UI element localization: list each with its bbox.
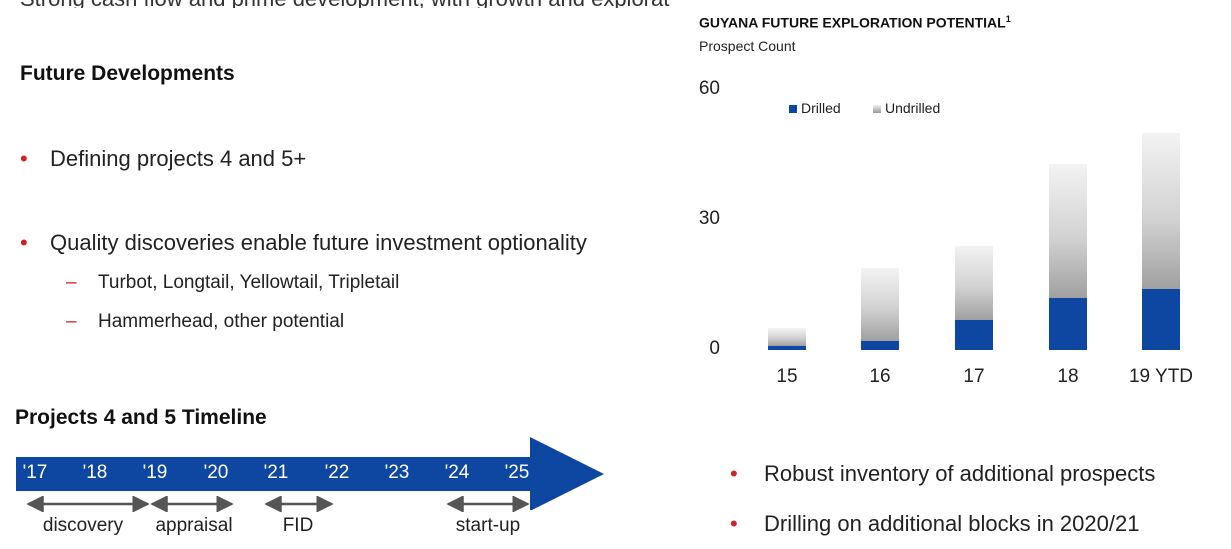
future-developments-heading: Future Developments [20,62,235,85]
timeline-year-20: '20 [203,462,229,483]
legend-drilled: Drilled [789,100,841,116]
bar-undrilled [768,328,806,346]
bar-undrilled [861,267,899,342]
bullet-dot-icon: • [20,230,28,255]
sub-bullet-hammerhead: – Hammerhead, other potential [66,311,344,333]
timeline-arrow-shape [16,437,604,510]
timeline-year-25: '25 [504,462,530,483]
legend-undrilled: Undrilled [873,100,940,116]
chart-title-text: GUYANA FUTURE EXPLORATION POTENTIAL [699,14,1006,31]
timeline-year-18: '18 [82,462,108,483]
right-bullet-drilling: • Drilling on additional blocks in 2020/2… [730,511,1139,537]
timeline-year-23: '23 [384,462,410,483]
bar-drilled [861,341,899,350]
bar-drilled [1049,298,1087,350]
bullet-text: Drilling on additional blocks in 2020/21 [764,511,1140,536]
bullet-defining-projects: • Defining projects 4 and 5+ [20,146,306,172]
timeline-heading: Projects 4 and 5 Timeline [15,406,267,429]
dash-icon: – [66,311,77,332]
x-tick-label: 19 YTD [1128,366,1194,387]
bullet-quality-discoveries: • Quality discoveries enable future inves… [20,230,587,256]
phase-arrows [26,496,530,512]
sub-bullet-text: Hammerhead, other potential [98,311,345,332]
y-tick-label: 0 [709,338,720,359]
phase-label-startup: start-up [455,515,521,536]
sub-bullet-turbot: – Turbot, Longtail, Yellowtail, Tripletai… [66,272,399,294]
bar-drilled [1142,289,1180,350]
bar-undrilled [1049,163,1087,298]
x-tick-label: 18 [1057,366,1079,387]
phase-label-discovery: discovery [42,515,124,536]
legend-drilled-swatch [789,105,797,114]
bar-undrilled [1142,133,1180,290]
bar-undrilled [955,246,993,320]
right-bullet-inventory: • Robust inventory of additional prospect… [730,461,1155,487]
timeline-year-22: '22 [324,462,350,483]
sub-bullet-text: Turbot, Longtail, Yellowtail, Tripletail [98,272,400,293]
bullet-text: Defining projects 4 and 5+ [50,146,307,171]
legend-undrilled-swatch [873,105,881,114]
dash-icon: – [66,272,77,293]
phase-label-fid: FID [282,515,314,536]
y-tick-label: 30 [698,208,720,229]
phase-label-appraisal: appraisal [155,515,233,536]
bar-drilled [768,345,806,350]
bullet-text: Robust inventory of additional prospects [764,461,1156,486]
bullet-dot-icon: • [730,511,738,536]
timeline-year-17: '17 [22,462,48,483]
x-tick-label: 16 [869,366,891,387]
chart-title: GUYANA FUTURE EXPLORATION POTENTIAL1 [699,14,1011,31]
legend-drilled-label: Drilled [801,100,841,116]
timeline-arrow [16,437,604,510]
bullet-text: Quality discoveries enable future invest… [50,230,587,255]
bullet-dot-icon: • [730,461,738,486]
chart-title-footnote: 1 [1005,14,1011,24]
top-cut-text: Strong cash flow and prime development, … [20,0,670,8]
timeline-year-24: '24 [444,462,470,483]
y-tick-label: 60 [698,78,720,99]
legend-undrilled-label: Undrilled [885,100,941,116]
chart-ylabel: Prospect Count [699,38,796,54]
timeline-year-21: '21 [263,462,289,483]
bullet-dot-icon: • [20,146,28,171]
x-tick-label: 17 [963,366,985,387]
bar-drilled [955,319,993,350]
x-tick-label: 15 [776,366,798,387]
timeline-year-19: '19 [142,462,168,483]
